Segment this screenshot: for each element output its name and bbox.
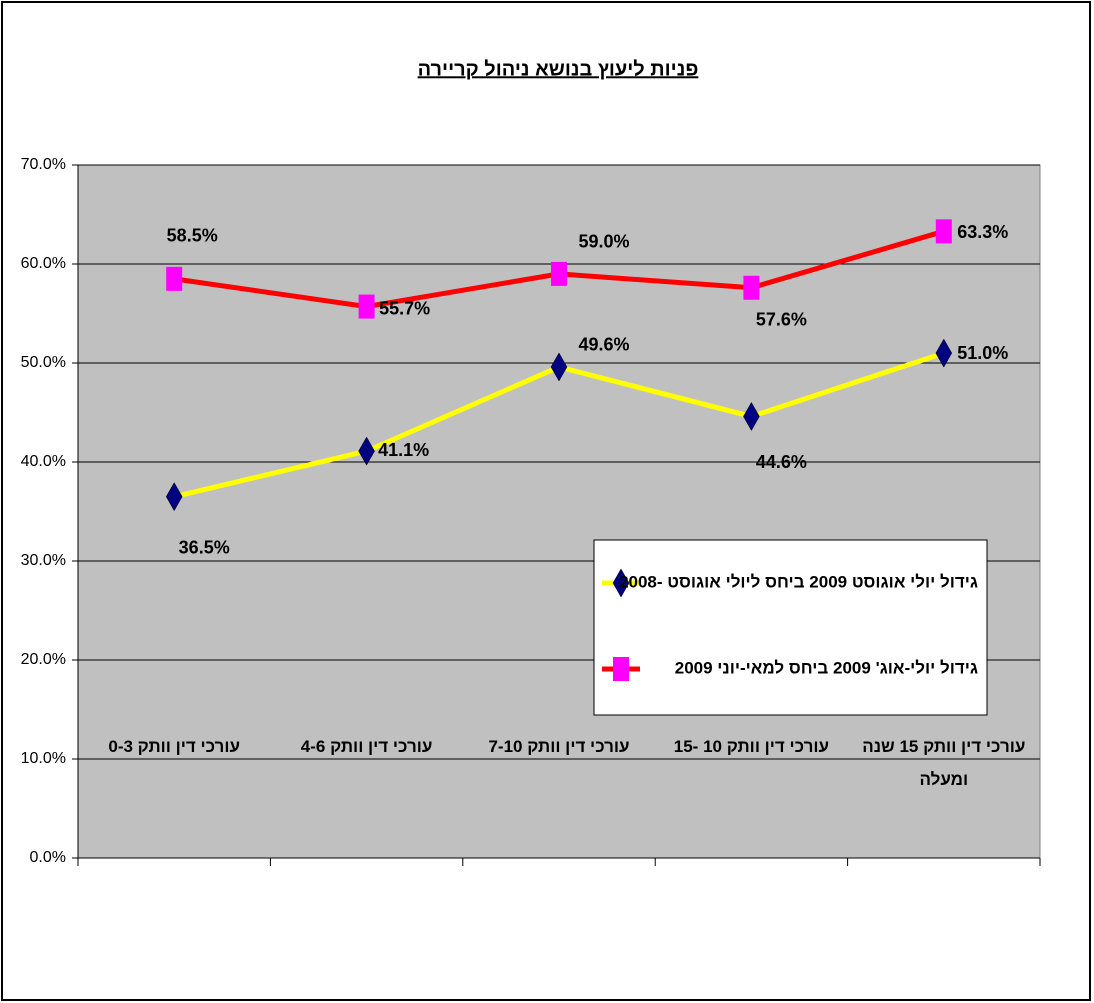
data-point: [358, 294, 375, 319]
x-tick-label: עורכי דין וותק 4-6: [300, 737, 433, 756]
data-label: 36.5%: [179, 537, 230, 557]
data-label: 63.3%: [957, 222, 1008, 242]
data-point: [358, 436, 375, 466]
data-label: 49.6%: [578, 335, 629, 355]
data-point: [935, 219, 952, 244]
data-label: 59.0%: [578, 232, 629, 252]
data-label: 58.5%: [167, 226, 218, 246]
y-tick-label: 0.0%: [30, 849, 66, 866]
y-tick-label: 10.0%: [21, 750, 66, 767]
data-label: 51.0%: [957, 343, 1008, 363]
data-label: 41.1%: [378, 440, 429, 460]
y-tick-label: 60.0%: [21, 255, 66, 272]
y-tick-label: 30.0%: [21, 552, 66, 569]
y-tick-label: 20.0%: [21, 651, 66, 668]
legend-box: [593, 539, 988, 716]
x-tick-label: עורכי דין וותק 10 -15: [673, 737, 830, 756]
data-point: [550, 352, 568, 382]
x-tick-label: עורכי דין וותק 7-10: [488, 737, 630, 756]
x-tick-label: עורכי דין וותק 15 שנה ומעלה: [862, 737, 1026, 789]
data-point: [935, 338, 953, 368]
y-tick-label: 70.0%: [21, 156, 66, 173]
legend-label: גידול יולי אוגוסט 2009 ביחס ליולי אוגוסט…: [619, 572, 978, 591]
y-tick-label: 50.0%: [21, 354, 66, 371]
legend-marker: [612, 568, 630, 598]
legend-label: גידול יולי-אוג' 2009 ביחס למאי-יוני 2009: [675, 658, 978, 677]
x-tick-label: עורכי דין וותק 0-3: [108, 737, 240, 756]
data-point: [166, 266, 183, 291]
data-label: 55.7%: [379, 298, 430, 318]
data-label: 44.6%: [756, 452, 807, 472]
data-point: [165, 482, 183, 512]
data-point: [551, 261, 567, 286]
data-point: [743, 401, 760, 431]
data-point: [743, 275, 760, 300]
data-label: 57.6%: [756, 310, 807, 330]
legend-marker: [613, 657, 629, 681]
chart-title: פניות ליעוץ בנושא ניהול קריירה: [418, 58, 699, 80]
y-tick-label: 40.0%: [21, 453, 66, 470]
